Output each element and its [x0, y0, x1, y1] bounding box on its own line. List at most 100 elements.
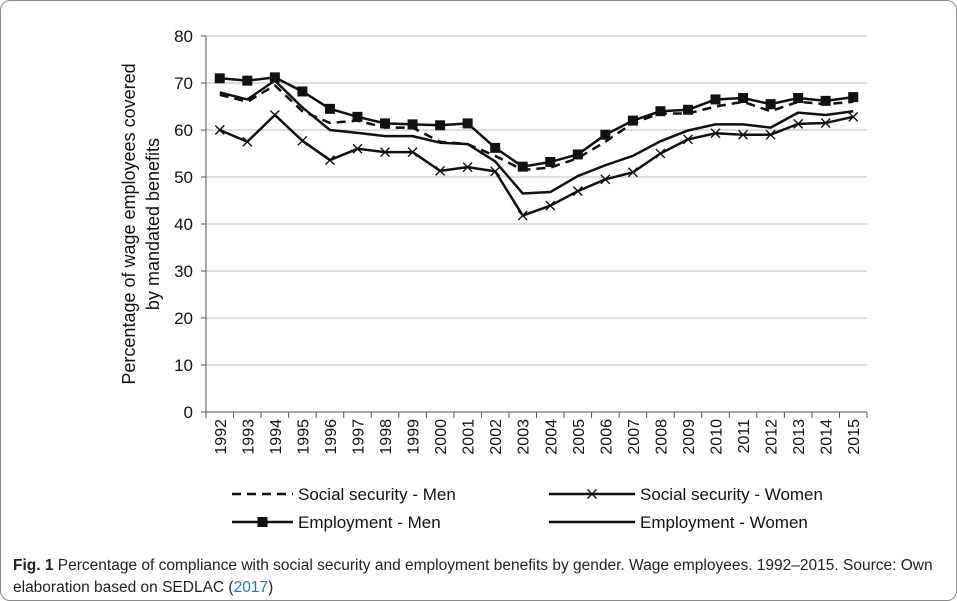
x-tick-label: 1993 — [240, 419, 257, 455]
legend-marker-3 — [257, 517, 268, 527]
data-point-series-3 — [324, 103, 335, 114]
y-tick-label: 20 — [174, 309, 193, 328]
x-tick-label: 1998 — [378, 419, 395, 455]
data-point-series-3 — [655, 106, 666, 117]
data-point-series-2 — [380, 147, 391, 158]
x-tick-label: 2007 — [626, 419, 643, 455]
data-point-series-2 — [600, 174, 611, 185]
y-tick-label: 30 — [174, 262, 193, 281]
data-point-series-3 — [848, 92, 859, 103]
data-point-series-2 — [710, 128, 721, 139]
data-point-series-2 — [352, 143, 363, 154]
x-tick-label: 2003 — [516, 419, 533, 455]
x-tick-label: 2008 — [653, 419, 670, 455]
data-point-series-3 — [269, 72, 280, 83]
data-point-series-2 — [765, 129, 776, 140]
data-point-series-2 — [572, 186, 583, 197]
x-tick-label: 2005 — [571, 419, 588, 455]
x-tick-label: 2004 — [543, 419, 560, 455]
x-tick-label: 2010 — [709, 419, 726, 455]
data-point-series-3 — [765, 99, 776, 110]
citation-link[interactable]: 2017 — [233, 579, 269, 596]
caption-text: Percentage of compliance with social sec… — [13, 557, 933, 596]
legend-marker-2 — [587, 489, 597, 499]
data-point-series-3 — [793, 93, 804, 104]
x-tick-label: 2000 — [433, 419, 450, 455]
legend-label-4: Employment - Women — [640, 513, 808, 532]
data-point-series-3 — [352, 111, 363, 122]
data-point-series-2 — [738, 129, 749, 140]
data-point-series-2 — [490, 166, 501, 177]
data-point-series-2 — [627, 167, 638, 178]
line-chart: 0 10 20 30 40 50 60 70 80 1992 1993 1994 1995 1996 199… — [119, 27, 868, 532]
data-point-series-3 — [572, 149, 583, 160]
x-tick-label: 2012 — [764, 419, 781, 455]
x-tick-label: 2001 — [461, 419, 478, 455]
caption-close: ) — [268, 579, 274, 596]
x-tick-label: 2006 — [598, 419, 615, 455]
y-tick-label: 0 — [184, 403, 193, 422]
data-point-series-2 — [848, 111, 859, 122]
legend-label-2: Social security - Women — [640, 485, 823, 504]
data-point-series-2 — [462, 162, 473, 173]
series-line-4 — [219, 79, 854, 195]
series-line-3 — [219, 76, 854, 168]
legend-label-3: Employment - Men — [298, 513, 441, 532]
y-tick-label: 10 — [174, 356, 193, 375]
x-tick-label: 2015 — [846, 419, 863, 455]
data-point-series-2 — [655, 148, 666, 159]
x-tick-label: 1994 — [268, 419, 285, 455]
data-point-series-3 — [490, 142, 501, 153]
x-tick-label: 2002 — [488, 419, 505, 455]
y-tick-label: 70 — [174, 74, 193, 93]
data-point-series-3 — [214, 73, 225, 84]
y-tick-label: 50 — [174, 168, 193, 187]
x-tick-label: 1992 — [213, 419, 230, 455]
data-point-series-3 — [600, 129, 611, 140]
data-point-series-2 — [407, 147, 418, 158]
data-point-series-3 — [545, 156, 556, 167]
data-point-series-3 — [242, 75, 253, 86]
data-point-series-3 — [738, 93, 749, 104]
y-axis-title-line: by mandated benefits — [143, 138, 163, 310]
data-point-series-3 — [297, 86, 308, 97]
data-point-series-2 — [793, 118, 804, 129]
data-point-series-2 — [517, 210, 528, 221]
data-point-series-2 — [324, 155, 335, 166]
data-point-series-3 — [820, 95, 831, 106]
data-point-series-2 — [435, 165, 446, 176]
data-point-series-3 — [517, 161, 528, 172]
x-tick-label: 1997 — [350, 419, 367, 455]
x-tick-label: 1995 — [295, 419, 312, 455]
y-tick-label: 60 — [174, 121, 193, 140]
y-axis-title-line: Percentage of wage employees covered — [119, 63, 139, 384]
data-point-series-3 — [435, 120, 446, 131]
data-point-series-2 — [297, 135, 308, 146]
data-point-series-3 — [627, 115, 638, 126]
data-point-series-2 — [820, 117, 831, 128]
data-point-series-2 — [545, 200, 556, 211]
data-point-series-2 — [242, 136, 253, 147]
data-point-series-2 — [269, 109, 280, 120]
data-point-series-3 — [710, 94, 721, 105]
x-tick-label: 1999 — [406, 419, 423, 455]
data-point-series-3 — [407, 119, 418, 130]
data-point-series-3 — [682, 104, 693, 115]
figure-caption: Fig. 1 Percentage of compliance with soc… — [13, 555, 948, 599]
figure-label: Fig. 1 — [13, 557, 54, 574]
data-point-series-2 — [214, 125, 225, 135]
legend-label-1: Social security - Men — [298, 485, 456, 504]
data-point-series-2 — [682, 134, 693, 145]
x-tick-label: 2009 — [681, 419, 698, 455]
y-tick-label: 80 — [174, 27, 193, 46]
data-point-series-3 — [380, 118, 391, 129]
y-tick-label: 40 — [174, 215, 193, 234]
series-line-2 — [219, 113, 854, 217]
x-tick-label: 1996 — [323, 419, 340, 455]
x-tick-label: 2014 — [819, 419, 836, 455]
x-tick-label: 2013 — [791, 419, 808, 455]
series-line-1 — [219, 84, 854, 172]
x-tick-label: 2011 — [736, 419, 753, 454]
data-point-series-3 — [462, 118, 473, 129]
